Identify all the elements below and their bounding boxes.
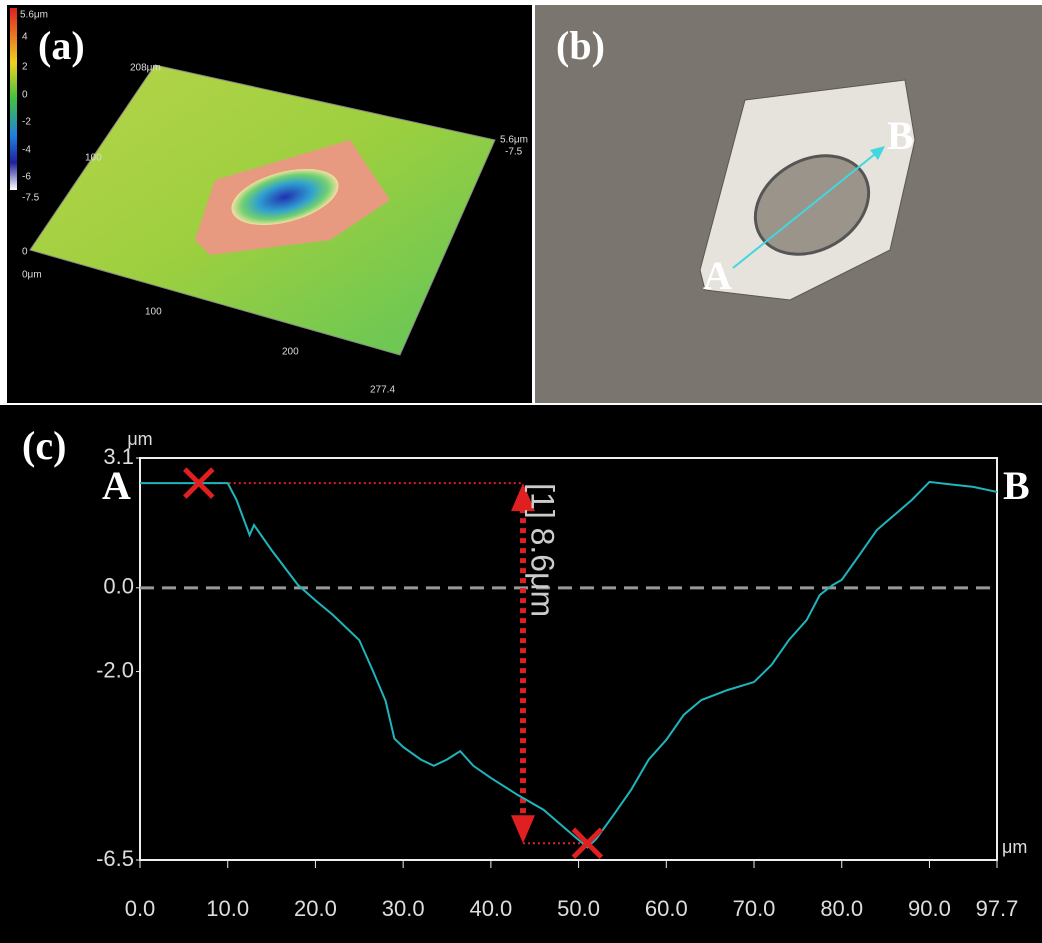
y-tick-label: 0.0 <box>103 574 134 599</box>
colorbar-label: -7.5 <box>22 193 40 204</box>
panel-a: 5.6μm 4 2 0 -2 -4 -6 -7.5 208μm 100 0 0μ… <box>7 5 532 403</box>
panel-c: (c) μm μm A B <box>0 405 1042 943</box>
axis-label: -7.5 <box>505 147 523 158</box>
colorbar-label: 5.6μm <box>20 10 48 21</box>
y-tick-label: -2.0 <box>96 657 134 682</box>
x-unit: μm <box>1002 837 1027 857</box>
axis-label: 100 <box>85 153 102 164</box>
x-tick-label: 0.0 <box>125 896 156 921</box>
panel-bg <box>0 405 1042 943</box>
x-tick-label: 70.0 <box>733 896 776 921</box>
axis-label: 5.6μm <box>500 135 528 146</box>
axis-label: 208μm <box>130 63 161 74</box>
x-tick-label: 50.0 <box>557 896 600 921</box>
measure-label: [1] 8.6μm <box>525 483 561 617</box>
point-label: B <box>887 113 914 158</box>
x-tick-label: 20.0 <box>294 896 337 921</box>
x-tick-label: 90.0 <box>908 896 951 921</box>
y-tick-label: -6.5 <box>96 846 134 871</box>
axis-label: 277.4 <box>370 385 395 396</box>
figure: 5.6μm 4 2 0 -2 -4 -6 -7.5 208μm 100 0 0μ… <box>0 0 1042 943</box>
x-tick-label: 97.7 <box>976 896 1019 921</box>
panel-label: (c) <box>22 423 66 468</box>
colorbar-label: 0 <box>22 90 28 101</box>
colorbar-label: 4 <box>22 32 28 43</box>
y-tick-label: 3.1 <box>103 444 134 469</box>
x-tick-label: 30.0 <box>382 896 425 921</box>
start-label: A <box>102 463 131 508</box>
panel-b: (b) A B <box>535 5 1042 403</box>
x-tick-label: 60.0 <box>645 896 688 921</box>
x-tick-label: 40.0 <box>469 896 512 921</box>
axis-label: 0μm <box>22 270 42 281</box>
colorbar-label: 2 <box>22 62 28 73</box>
end-label: B <box>1003 463 1030 508</box>
x-tick-label: 80.0 <box>820 896 863 921</box>
axis-label: 200 <box>282 347 299 358</box>
panel-label: (b) <box>556 23 605 68</box>
axis-label: 0 <box>22 247 28 258</box>
x-tick-label: 10.0 <box>206 896 249 921</box>
colorbar-label: -2 <box>22 117 31 128</box>
colorbar-label: -6 <box>22 172 31 183</box>
point-label: A <box>703 253 732 298</box>
colorbar <box>10 8 17 190</box>
colorbar-label: -4 <box>22 145 31 156</box>
axis-label: 100 <box>145 307 162 318</box>
panel-label: (a) <box>38 23 85 68</box>
